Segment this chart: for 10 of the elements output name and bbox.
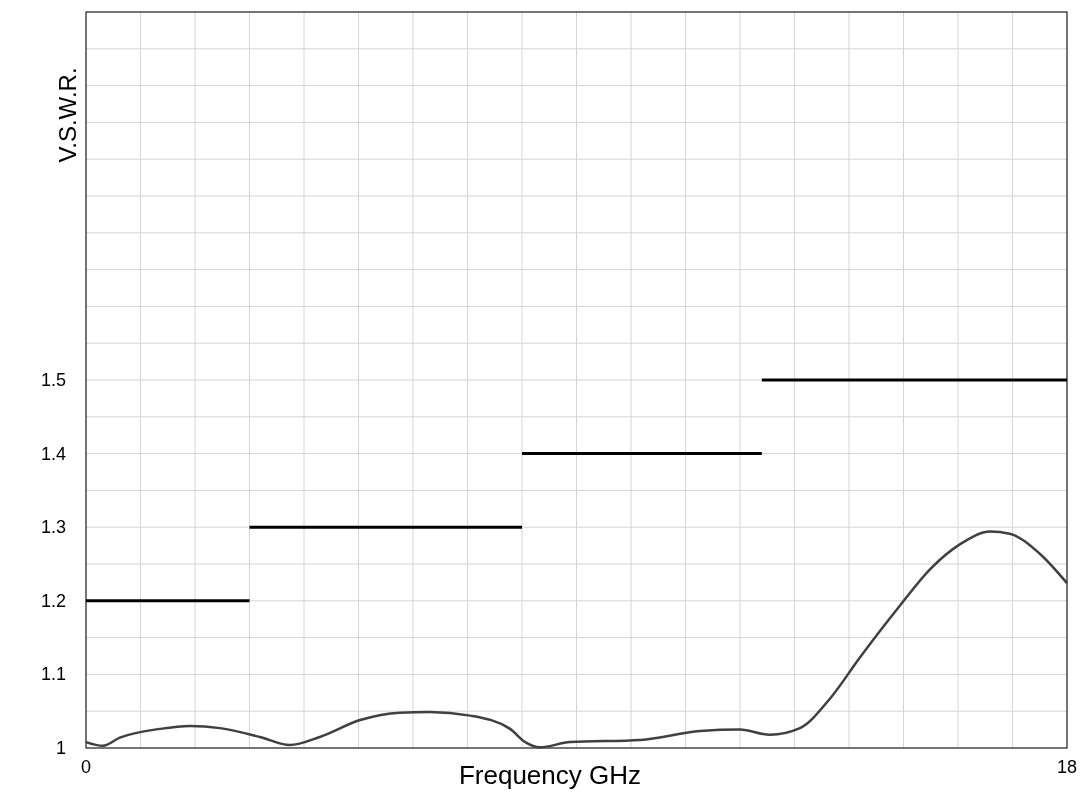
y-tick-label: 1.5 — [40, 370, 66, 390]
y-tick-label: 1.2 — [40, 590, 66, 611]
x-tick-label: 18 — [1056, 757, 1078, 777]
y-tick-label: 1.3 — [40, 517, 66, 538]
x-tick-label: 0 — [80, 757, 92, 777]
y-tick-label: 1.4 — [40, 443, 66, 464]
y-axis-title: V.S.W.R. — [54, 67, 81, 163]
y-tick-label: 1 — [55, 738, 66, 758]
y-tick-label: 1.1 — [40, 664, 66, 685]
x-axis-title: Frequency GHz — [458, 760, 642, 790]
